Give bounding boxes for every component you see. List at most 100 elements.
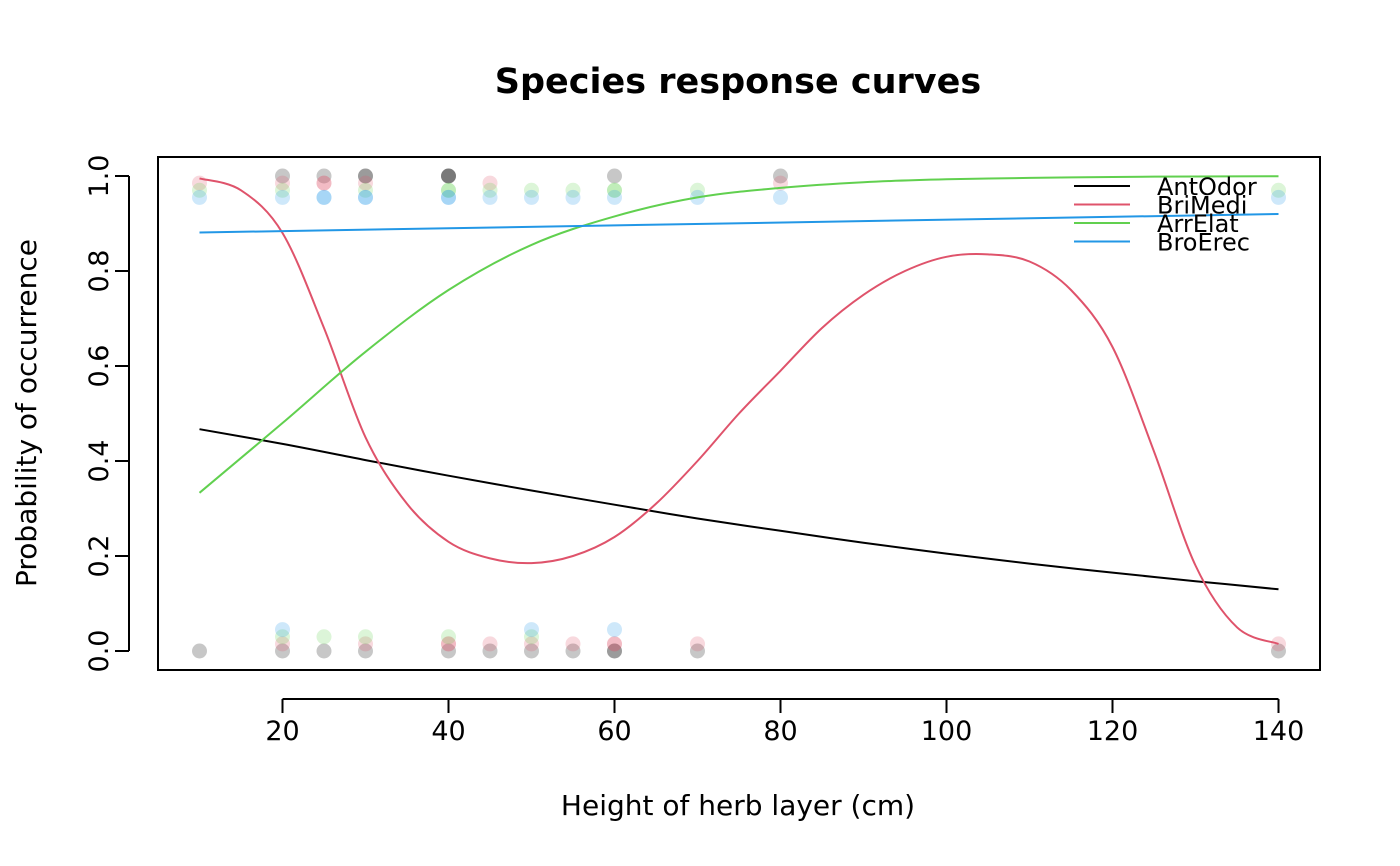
curve-arrelat (198, 175, 1279, 494)
point-broerec-1 (275, 189, 290, 205)
point-antodor-11 (441, 643, 456, 659)
point-antodor-3 (316, 168, 332, 184)
legend-label-antodor: AntOdor (1157, 173, 1257, 201)
point-broerec-5 (358, 189, 373, 205)
point-broerec-7 (441, 189, 456, 205)
point-broerec-3 (316, 189, 332, 205)
point-brimedi-11 (524, 636, 539, 652)
point-antodor-15 (607, 168, 622, 184)
curve-brimedi (199, 177, 1279, 645)
x-tick-label-140: 140 (1253, 716, 1305, 747)
point-broerec-8 (441, 189, 456, 205)
legend-label-broerec: BroErec (1157, 229, 1250, 257)
legend-label-arrelat: ArrElat (1157, 210, 1239, 238)
point-arrelat-13 (607, 182, 622, 198)
curve-broerec (199, 213, 1279, 234)
x-tick-label-120: 120 (1087, 716, 1139, 747)
point-arrelat-5 (358, 629, 373, 645)
point-antodor-17 (607, 643, 622, 659)
point-brimedi-13 (607, 636, 622, 652)
point-brimedi-15 (690, 636, 705, 652)
point-arrelat-2 (275, 629, 290, 645)
point-antodor-12 (482, 643, 498, 659)
point-antodor-14 (565, 643, 581, 659)
point-brimedi-14 (607, 636, 622, 652)
point-antodor-5 (358, 168, 373, 184)
point-brimedi-7 (441, 636, 456, 652)
y-axis-label: Probability of occurrence (10, 239, 43, 587)
point-arrelat-8 (441, 629, 456, 645)
y-tick-label-5: 1.0 (84, 155, 115, 198)
point-antodor-7 (358, 643, 373, 659)
point-brimedi-8 (441, 636, 456, 652)
point-arrelat-10 (524, 182, 539, 198)
point-antodor-6 (358, 168, 373, 184)
point-antodor-8 (441, 168, 456, 184)
chart-title: Species response curves (495, 62, 981, 102)
curve-antodor (199, 428, 1279, 591)
x-tick-label-100: 100 (921, 716, 973, 747)
point-arrelat-6 (441, 182, 456, 198)
point-brimedi-5 (358, 175, 373, 191)
point-arrelat-12 (565, 182, 581, 198)
point-broerec-9 (482, 189, 498, 205)
point-brimedi-4 (316, 175, 332, 191)
point-brimedi-1 (275, 175, 290, 191)
point-antodor-19 (773, 168, 788, 184)
y-tick-label-2: 0.4 (84, 440, 115, 483)
x-tick-label-60: 60 (597, 716, 631, 747)
point-arrelat-0 (192, 182, 207, 198)
x-tick-label-20: 20 (265, 716, 299, 747)
point-broerec-11 (524, 622, 539, 638)
point-broerec-2 (275, 622, 290, 638)
point-antodor-2 (275, 643, 290, 659)
y-axis: 0.0 0.2 0.4 0.6 0.8 1.0 (84, 155, 130, 673)
point-brimedi-3 (316, 175, 332, 191)
point-brimedi-6 (358, 636, 373, 652)
y-tick-label-3: 0.6 (84, 345, 115, 388)
x-tick-label-80: 80 (763, 716, 797, 747)
point-arrelat-14 (607, 182, 622, 198)
point-arrelat-7 (441, 182, 456, 198)
point-antodor-16 (607, 643, 622, 659)
point-brimedi-12 (565, 636, 581, 652)
point-broerec-14 (607, 622, 622, 638)
point-arrelat-4 (358, 182, 373, 198)
y-tick-label-1: 0.2 (84, 535, 115, 578)
point-broerec-0 (192, 189, 207, 205)
point-arrelat-16 (1271, 182, 1286, 198)
x-axis: 20 40 60 80 100 120 140 (265, 698, 1305, 747)
point-arrelat-11 (524, 629, 539, 645)
point-broerec-12 (565, 189, 581, 205)
point-antodor-1 (275, 168, 290, 184)
y-tick-label-4: 0.8 (84, 250, 115, 293)
point-arrelat-15 (690, 182, 705, 198)
response-curves (198, 175, 1279, 645)
point-broerec-4 (316, 189, 332, 205)
x-axis-label: Height of herb layer (cm) (561, 789, 915, 822)
point-antodor-4 (316, 643, 332, 659)
y-tick-label-0: 0.0 (84, 630, 115, 673)
point-arrelat-1 (275, 182, 290, 198)
point-broerec-10 (524, 189, 539, 205)
point-antodor-20 (1271, 643, 1286, 659)
point-antodor-18 (690, 643, 705, 659)
point-antodor-9 (441, 168, 456, 184)
point-arrelat-9 (482, 182, 498, 198)
point-antodor-10 (441, 168, 456, 184)
point-broerec-6 (358, 189, 373, 205)
point-brimedi-2 (275, 636, 290, 652)
point-arrelat-3 (316, 629, 332, 645)
point-brimedi-9 (482, 175, 498, 191)
x-tick-label-40: 40 (431, 716, 465, 747)
legend-label-brimedi: BriMedi (1157, 192, 1247, 220)
plot-area-frame (157, 156, 1321, 671)
point-brimedi-10 (482, 636, 498, 652)
observation-points (192, 168, 1286, 659)
point-antodor-13 (524, 643, 539, 659)
point-broerec-16 (773, 189, 788, 205)
point-broerec-17 (1271, 189, 1286, 205)
point-broerec-13 (607, 189, 622, 205)
